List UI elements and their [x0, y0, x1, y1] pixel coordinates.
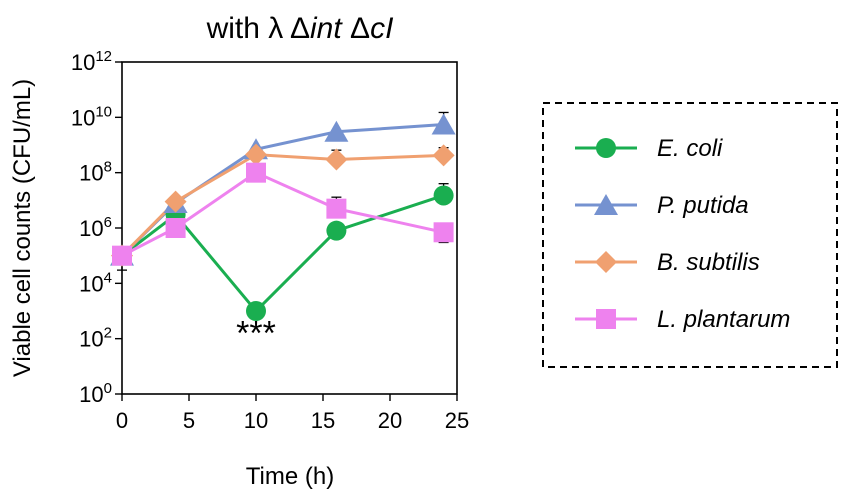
x-tick-label: 15 — [311, 408, 335, 433]
data-point-l-plantarum — [112, 245, 132, 266]
y-axis-label: Viable cell counts (CFU/mL) — [9, 79, 36, 377]
y-tick-label: 104 — [79, 269, 112, 296]
chart-title: with λ Δint ΔcI — [206, 12, 394, 45]
legend-label-l-plantarum: L. plantarum — [657, 306, 790, 333]
x-tick-label: 20 — [378, 408, 402, 433]
legend-label-p-putida: P. putida — [657, 192, 749, 219]
data-point-p-putida — [324, 120, 349, 142]
y-tick-label: 106 — [79, 214, 112, 241]
data-point-b-subtilis — [432, 144, 455, 167]
x-tick-label: 10 — [244, 408, 268, 433]
legend: E. coli P. putida B. subtilis L. plantarum — [575, 135, 790, 333]
legend-label-b-subtilis: B. subtilis — [657, 249, 760, 276]
legend-box — [542, 102, 838, 368]
data-point-l-plantarum — [326, 198, 347, 219]
data-point-p-putida — [431, 113, 456, 135]
x-tick-label: 0 — [116, 408, 128, 433]
significance-annotation: *** — [236, 315, 276, 353]
error-bars — [117, 111, 449, 271]
legend-label-e-coli: E. coli — [657, 135, 723, 162]
y-tick-label: 102 — [79, 325, 112, 352]
y-tick-label: 108 — [79, 159, 112, 186]
legend-marker-e-coli — [596, 138, 616, 158]
tick-labels: 0 5 10 15 20 25 100 102 104 106 108 1010 1012 — [71, 48, 469, 433]
x-tick-label: 5 — [183, 408, 195, 433]
y-tick-label: 100 — [79, 380, 112, 407]
y-tick-label: 1012 — [71, 48, 112, 75]
series-markers — [110, 113, 456, 321]
data-point-l-plantarum — [246, 162, 266, 183]
data-point-b-subtilis — [325, 148, 348, 171]
legend-marker-l-plantarum — [596, 309, 616, 329]
data-point-e-coli — [326, 220, 347, 241]
data-point-l-plantarum — [433, 222, 454, 243]
annotations: *** — [236, 315, 276, 353]
legend-marker-p-putida — [594, 194, 618, 215]
y-tick-label: 1010 — [71, 103, 112, 130]
data-point-e-coli — [246, 301, 266, 321]
x-axis-label: Time (h) — [246, 463, 334, 490]
data-point-e-coli — [433, 185, 454, 206]
data-point-l-plantarum — [165, 218, 186, 238]
data-point-b-subtilis — [245, 143, 267, 166]
x-tick-label: 25 — [445, 408, 469, 433]
legend-marker-b-subtilis — [595, 251, 617, 273]
data-point-b-subtilis — [164, 190, 187, 213]
